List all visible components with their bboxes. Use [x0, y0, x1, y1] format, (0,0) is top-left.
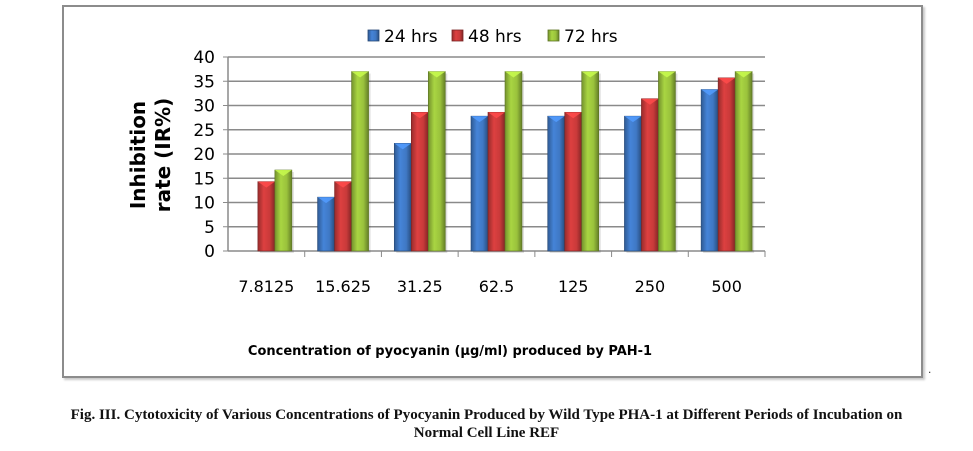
x-tick-label: 62.5: [479, 277, 515, 296]
legend-label: 48 hrs: [468, 27, 522, 47]
bar: [274, 169, 294, 253]
bar-body: [717, 77, 736, 252]
legend-label: 72 hrs: [564, 27, 618, 47]
bar: [504, 71, 524, 253]
legend-swatch: [547, 29, 560, 42]
bar-body: [351, 71, 369, 252]
legend-label: 24 hrs: [384, 27, 438, 47]
x-tick-label: 31.25: [397, 277, 443, 296]
x-axis-label: Concentration of pyocyanin (µg/ml) produ…: [248, 344, 652, 359]
x-tick-label: 500: [711, 277, 742, 296]
legend-swatch: [367, 29, 380, 42]
bar-body: [658, 71, 676, 252]
y-tick-label: 15: [193, 169, 215, 189]
bar-bevel: [488, 112, 505, 119]
bar: [334, 181, 354, 253]
bar-bevel: [471, 116, 488, 123]
y-tick-label: 5: [204, 218, 215, 238]
x-axis-ticks: 7.8125 15.625 31.25 62.5 125 250 500: [238, 251, 766, 296]
bar-body: [470, 115, 489, 252]
bar-bevel: [505, 71, 522, 78]
bar-bevel: [718, 77, 736, 84]
bar: [470, 115, 490, 253]
bar-bevel: [394, 143, 412, 150]
figure-caption-line1: Fig. III. Cytotoxicity of Various Concen…: [70, 407, 903, 423]
bar-bevel: [624, 116, 642, 123]
bar: [734, 71, 755, 253]
x-tick-label: 250: [635, 277, 666, 296]
figure-caption: Fig. III. Cytotoxicity of Various Concen…: [0, 406, 973, 442]
y-tick-label: 40: [193, 48, 215, 68]
bars: [257, 71, 755, 254]
y-tick-label: 20: [193, 145, 215, 165]
bar-bevel: [735, 71, 753, 78]
bar-body: [317, 196, 335, 252]
trailing-mark: .: [928, 362, 932, 376]
bar-body: [274, 169, 293, 252]
bar-bevel: [701, 89, 719, 96]
figure-caption-line2: Normal Cell Line REF: [413, 425, 560, 441]
bar: [624, 115, 644, 253]
bar-body: [734, 71, 753, 252]
bar-bevel: [581, 71, 599, 78]
bar-body: [564, 111, 583, 252]
bar: [351, 71, 371, 253]
bar: [393, 143, 414, 253]
bar: [700, 89, 721, 254]
bar-body: [410, 111, 429, 252]
bar-bevel: [564, 112, 582, 119]
bar-bevel: [351, 71, 369, 78]
bar: [487, 111, 507, 253]
bar: [581, 71, 601, 253]
bar-bevel: [274, 170, 292, 177]
bar-body: [547, 115, 566, 252]
bar: [257, 181, 277, 253]
bar-bevel: [428, 71, 446, 78]
bar: [427, 71, 448, 253]
bar-bevel: [547, 116, 565, 123]
y-tick-label: 35: [193, 72, 215, 92]
bar-bevel: [411, 112, 429, 119]
y-tick-label: 25: [193, 121, 215, 141]
bar: [317, 196, 337, 253]
bar: [658, 71, 678, 253]
bar: [547, 115, 567, 253]
y-tick-label: 10: [193, 194, 215, 214]
y-axis-ticks: 0 5 10 15 20 25 30 35 40: [193, 48, 228, 262]
bar-body: [581, 71, 600, 252]
x-tick-label: 125: [558, 277, 589, 296]
y-axis-label-line1: Inhibition: [126, 101, 150, 209]
legend-swatch: [451, 29, 464, 42]
legend: 24 hrs 48 hrs 72 hrs: [367, 27, 618, 47]
bar: [410, 111, 431, 253]
bar-body: [393, 143, 412, 252]
bar-bevel: [641, 98, 659, 105]
bar-body: [257, 181, 276, 252]
y-tick-label: 0: [204, 242, 215, 262]
bar-bevel: [317, 197, 335, 204]
x-tick-label: 15.625: [315, 277, 371, 296]
bar-body: [504, 71, 523, 252]
bar: [641, 98, 661, 254]
bar-body: [334, 181, 352, 252]
bar-bevel: [257, 181, 275, 188]
bar-body: [487, 111, 506, 252]
bar-body: [641, 98, 659, 252]
bar-body: [427, 71, 446, 252]
bar-body: [700, 89, 719, 252]
bar-body: [624, 115, 642, 252]
y-tick-label: 30: [193, 97, 215, 117]
x-tick-label: 7.8125: [238, 277, 294, 296]
bar-bevel: [334, 181, 352, 188]
y-axis-label-line2: rate (IR%): [151, 98, 175, 213]
bar: [717, 77, 738, 253]
bar: [564, 111, 584, 253]
bar-bevel: [658, 71, 676, 78]
